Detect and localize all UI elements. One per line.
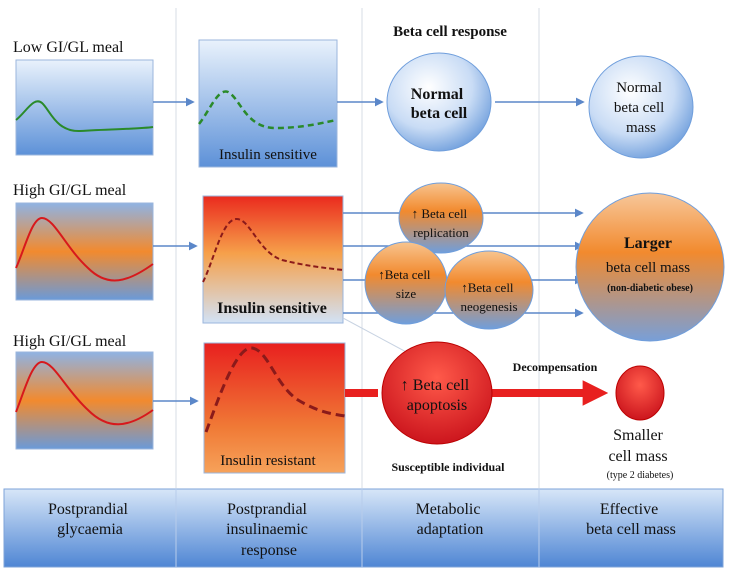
insulin-label-low: Insulin sensitive: [219, 147, 317, 163]
footer-band: [3, 488, 724, 568]
circle-normal-mass-text: Normal beta cell mass: [614, 80, 668, 136]
insulin-curve-high-2: [204, 346, 346, 433]
glucose-curve-high-2: [15, 360, 154, 426]
insulin-label-high-1: Insulin sensitive: [217, 300, 327, 317]
footer-col-glycaemia: Postprandial glycaemia: [48, 501, 132, 538]
circle-larger-mass-text: Larger beta cell mass (non-diabetic obes…: [606, 235, 694, 294]
beta-cell-response-header: Beta cell response: [393, 24, 507, 40]
column-dividers: [175, 8, 540, 488]
circle-smaller-mass-text: Smaller cell mass (type 2 diabetes): [607, 427, 674, 481]
glycaemia-panel-low: [15, 59, 154, 156]
circle-apoptosis-text: ↑ Beta cell apoptosis: [401, 377, 473, 414]
decompensation-label: Decompensation: [513, 360, 598, 374]
circle-apoptosis: [381, 341, 493, 445]
meal-label-low: Low GI/GL meal: [13, 39, 124, 56]
glucose-curve-low: [15, 100, 154, 133]
circle-normal-mass: [588, 55, 694, 159]
insulin-panel-high-2: [203, 342, 346, 474]
circle-larger-mass: [575, 192, 725, 342]
meal-label-high-2: High GI/GL meal: [13, 333, 127, 350]
circle-replication-text: ↑ Beta cell replication: [412, 206, 471, 240]
glycaemia-panel-high-1: [15, 202, 154, 301]
glycaemia-panel-high-2: [15, 351, 154, 450]
insulin-label-high-2: Insulin resistant: [220, 453, 316, 469]
circle-size: [364, 241, 448, 325]
insulin-curve-low: [198, 90, 338, 130]
circle-neogenesis: [444, 250, 534, 330]
glucose-curve-high-1: [15, 216, 154, 282]
circle-neogenesis-text: ↑Beta cell neogenesis: [460, 280, 517, 314]
circle-normal-beta-cell-text: Normal beta cell: [411, 86, 468, 122]
susceptible-label: Susceptible individual: [391, 460, 505, 474]
footer-col-effective-mass: Effective beta cell mass: [586, 501, 676, 538]
footer-col-insulinaemic: Postprandial insulinaemic response: [226, 501, 312, 559]
footer-dividers: [175, 489, 540, 567]
meal-label-high-1: High GI/GL meal: [13, 182, 127, 199]
insulin-panel-low: [198, 39, 338, 168]
circle-replication: [398, 182, 484, 254]
circle-size-text: ↑Beta cell size: [378, 267, 434, 301]
insulin-curve-high-1: [202, 217, 344, 283]
insulin-panel-high-1: [202, 195, 344, 324]
footer-col-metabolic: Metabolic adaptation: [416, 501, 485, 538]
circle-smaller-mass: [615, 365, 665, 421]
circle-normal-beta-cell: [386, 52, 492, 152]
arrow-to-apoptosis: [342, 317, 412, 355]
